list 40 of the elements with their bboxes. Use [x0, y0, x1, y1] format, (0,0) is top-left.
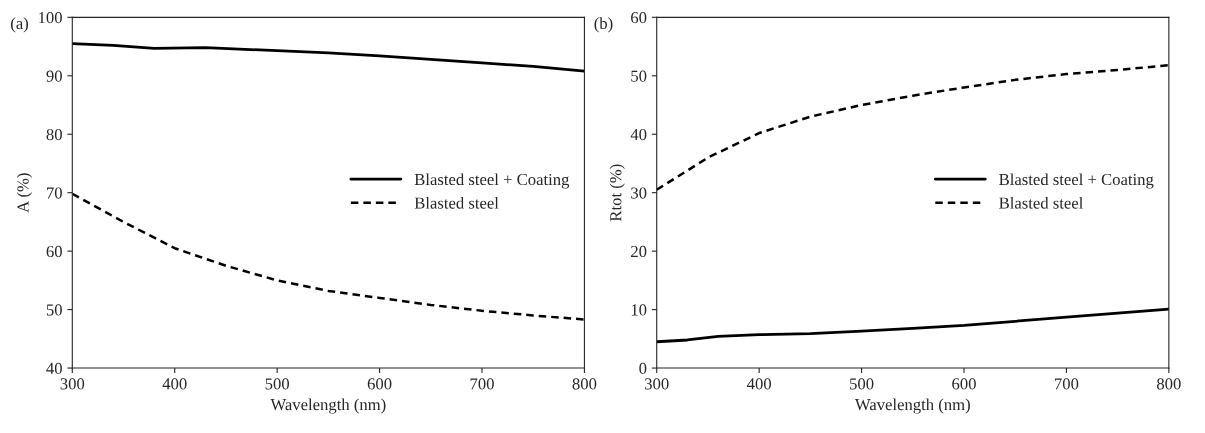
x-tick-label: 500: [265, 378, 290, 390]
y-tick-label: 50: [46, 304, 62, 316]
x-tick-label: 700: [1055, 378, 1079, 390]
line-series: [656, 307, 1169, 344]
y-tick-label: 20: [631, 245, 647, 258]
legend-label: Blasted steel: [414, 196, 499, 209]
x-tick-label: 300: [60, 378, 85, 390]
y-tick-label: 30: [631, 187, 647, 199]
line-series: [72, 42, 585, 73]
x-tick-label: 400: [746, 378, 772, 390]
x-tick-label: 400: [162, 378, 187, 390]
y-tick-label: 80: [46, 128, 62, 141]
line-series: [656, 64, 1169, 192]
y-tick-label: 100: [39, 12, 62, 24]
y-axis-title: A (%): [16, 173, 33, 213]
y-tick-label: 70: [47, 187, 62, 199]
x-tick-label: 600: [952, 378, 976, 390]
x-axis-title: Wavelength (nm): [854, 398, 970, 414]
legend-label: Blasted steel + Coating: [999, 173, 1154, 189]
text: (a): [11, 17, 29, 33]
line-series: [72, 192, 585, 321]
y-tick-label: 40: [46, 362, 62, 374]
x-axis-title: Wavelength (nm): [270, 398, 386, 414]
x-tick-label: 300: [645, 378, 669, 390]
legend-label: Blasted steel: [999, 196, 1083, 209]
y-tick-label: 90: [46, 70, 62, 82]
y-tick-label: 10: [631, 304, 647, 316]
y-tick-label: 60: [46, 245, 62, 258]
x-tick-label: 800: [572, 378, 597, 390]
y-axis-title: Rtot (%): [609, 164, 625, 222]
y-tick-label: 40: [630, 128, 647, 141]
y-tick-label: 50: [631, 70, 647, 82]
y-tick-label: 60: [631, 12, 647, 24]
x-tick-label: 500: [850, 378, 874, 390]
y-tick-label: 0: [639, 362, 647, 374]
x-tick-label: 700: [470, 378, 494, 390]
x-tick-label: 800: [1156, 378, 1181, 390]
x-tick-label: 600: [367, 378, 392, 390]
text: (b): [594, 17, 613, 33]
legend-label: Blasted steel + Coating: [414, 173, 570, 189]
